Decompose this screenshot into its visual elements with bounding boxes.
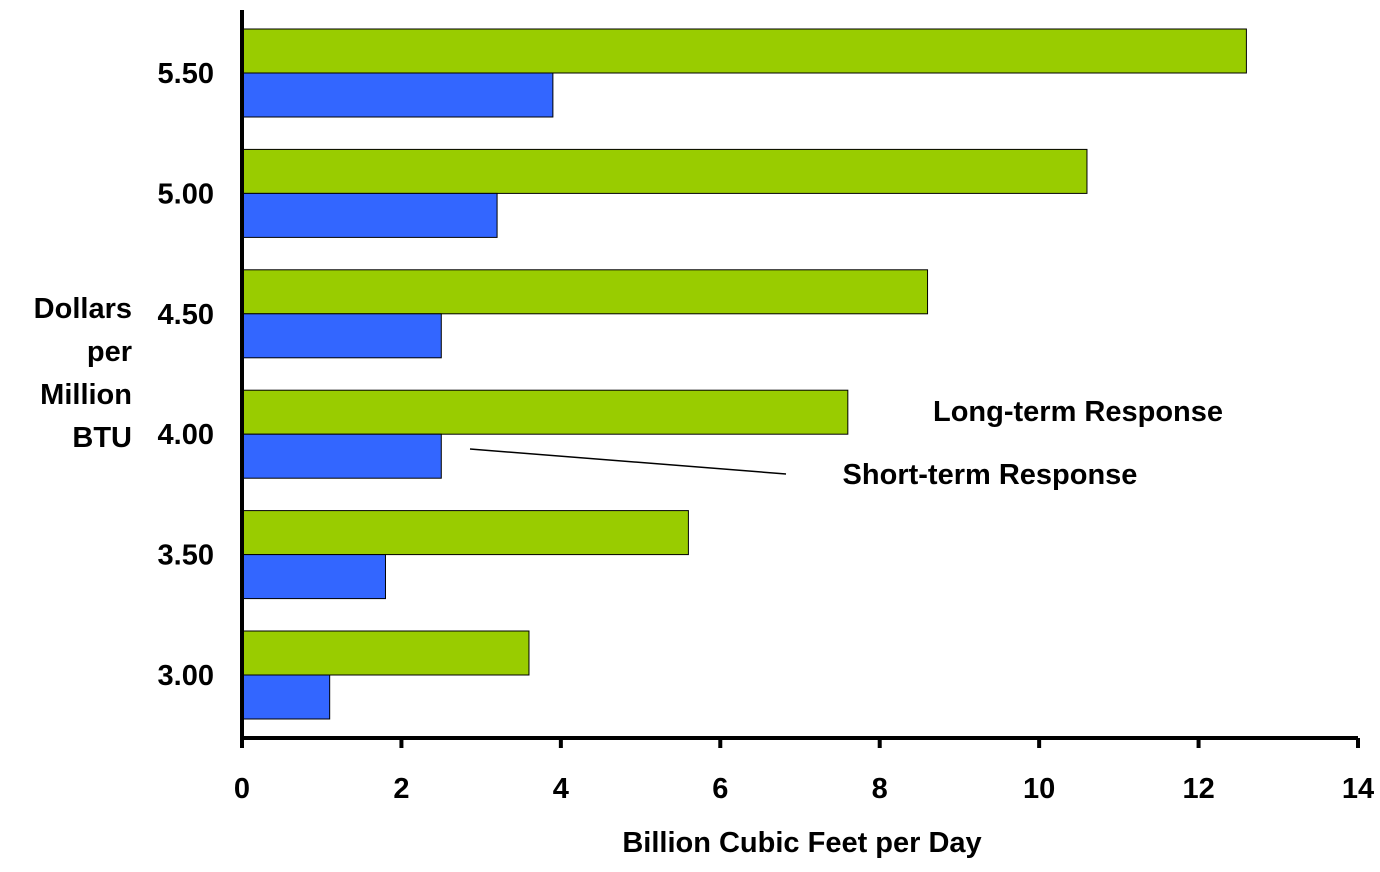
bar-long-term [241,148,1088,194]
y-category-labels-layer: 3.00 3.50 4.00 4.50 5.00 5.50 [158,58,214,692]
series-label-long-term: Long-term Response [933,396,1223,428]
y-axis-title-line: Million [40,379,132,411]
bar-short-term [241,674,331,720]
y-category-label: 3.50 [158,540,214,572]
y-category-label: 5.50 [158,58,214,90]
bar-short-term [241,313,442,359]
x-axis-title: Billion Cubic Feet per Day [622,827,981,859]
bar-long-term [241,510,689,556]
bar-long-term [241,389,849,435]
bar-short-term [241,192,498,238]
x-tick-label: 14 [1342,773,1374,805]
bar-long-term [241,269,929,315]
axes-layer [240,10,1358,740]
x-tick-label: 10 [1023,773,1055,805]
y-axis-title-line: Dollars [34,293,132,325]
bar-short-term [241,433,442,479]
bar-long-term [241,630,530,676]
short-term-pointer-line [469,448,787,475]
bars-layer [241,28,1247,720]
y-axis-title: Dollars per Million BTU [34,293,132,454]
bar-short-term [241,554,386,600]
x-ticks-layer: 0 2 4 6 8 10 12 14 [234,738,1374,805]
bar-long-term [241,28,1247,74]
y-category-label: 3.00 [158,660,214,692]
x-tick-label: 6 [712,773,728,805]
bar-short-term [241,72,554,118]
x-tick-label: 8 [872,773,888,805]
y-axis-title-line: BTU [72,422,132,454]
y-category-label: 5.00 [158,178,214,210]
x-tick-label: 12 [1182,773,1214,805]
x-tick-label: 2 [393,773,409,805]
y-category-label: 4.50 [158,299,214,331]
y-axis-title-line: per [87,336,132,368]
series-label-short-term: Short-term Response [843,459,1138,491]
y-category-label: 4.00 [158,419,214,451]
x-tick-label: 4 [553,773,569,805]
x-tick-label: 0 [234,773,250,805]
